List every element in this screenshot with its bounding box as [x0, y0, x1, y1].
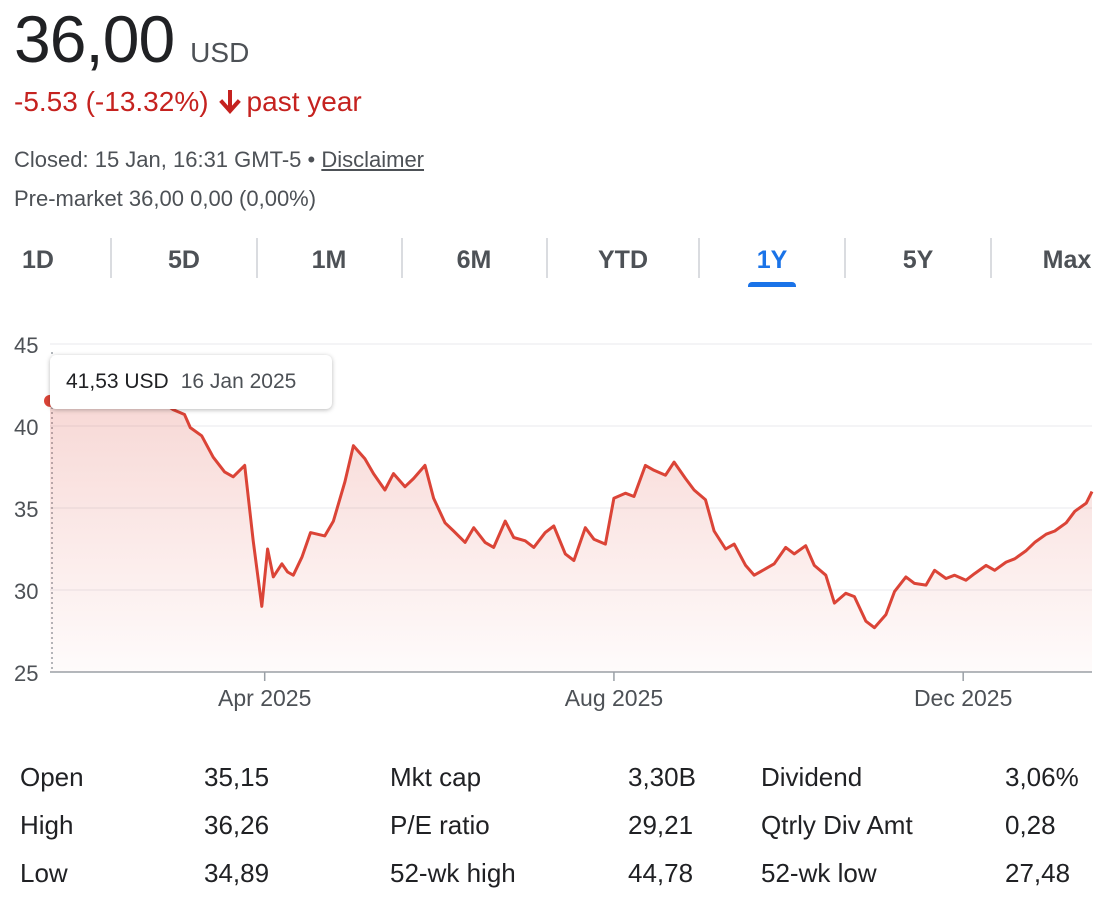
range-tabs: 1D 5D 1M 6M YTD 1Y 5Y Max [0, 236, 1104, 292]
tab-divider [256, 238, 258, 278]
x-tick-label: Dec 2025 [914, 685, 1012, 711]
stat-label-high: High [20, 810, 74, 840]
stat-label-dividend: Dividend [761, 762, 863, 792]
price-area [50, 383, 1092, 672]
premarket-info: Pre-market 36,00 0,00 (0,00%) [14, 186, 316, 212]
tab-label: 5Y [902, 245, 934, 274]
closed-info: Closed: 15 Jan, 16:31 GMT-5 • Disclaimer [14, 147, 424, 173]
tab-divider [844, 238, 846, 278]
change-value: -5.53 (-13.32%) [14, 86, 209, 117]
stat-value-dividend: 3,06% [1005, 762, 1079, 792]
tab-label: 5D [168, 245, 200, 274]
premarket-label: Pre-market [14, 186, 123, 211]
price-line [49, 381, 1094, 630]
x-tick-label: Aug 2025 [565, 685, 663, 711]
stat-label-qtrly-div: Qtrly Div Amt [761, 810, 913, 840]
change-period: past year [246, 86, 362, 117]
tab-divider [990, 238, 992, 278]
tab-6m[interactable]: 6M [436, 236, 512, 284]
y-tick-label: 40 [14, 415, 38, 440]
stat-value-mkt-cap: 3,30B [628, 762, 696, 792]
tab-ytd[interactable]: YTD [578, 236, 668, 284]
tab-5d[interactable]: 5D [146, 236, 222, 284]
stat-label-open: Open [20, 762, 84, 792]
stat-value-52wk-high: 44,78 [628, 858, 694, 888]
price-change: -5.53 (-13.32%) past year [14, 86, 362, 118]
stat-value-pe-ratio: 29,21 [628, 810, 694, 840]
stat-value-high: 36,26 [204, 810, 270, 840]
stat-label-52wk-low: 52-wk low [761, 858, 877, 888]
tab-divider [401, 238, 403, 278]
y-tick-label: 35 [14, 497, 38, 522]
tab-label: YTD [598, 245, 648, 274]
stat-label-52wk-high: 52-wk high [390, 858, 516, 888]
tooltip-price: 41,53 USD [66, 370, 169, 393]
closed-text: Closed: 15 Jan, 16:31 GMT-5 • [14, 147, 316, 172]
stat-value-52wk-low: 27,48 [1005, 858, 1071, 888]
arrow-down-icon [218, 90, 241, 114]
tab-label: Max [1042, 245, 1092, 274]
tab-max[interactable]: Max [1030, 236, 1104, 284]
stat-label-mkt-cap: Mkt cap [390, 762, 482, 792]
premarket-price: 36,00 [128, 186, 184, 211]
stat-value-qtrly-div: 0,28 [1005, 810, 1056, 840]
price-header: 36,00 USD [14, 0, 249, 78]
y-tick-label: 30 [14, 579, 38, 604]
tab-divider [546, 238, 548, 278]
current-price: 36,00 [14, 2, 175, 76]
tab-1m[interactable]: 1M [291, 236, 367, 284]
active-tab-indicator [748, 282, 796, 287]
y-tick-label: 45 [14, 333, 38, 358]
stat-label-pe-ratio: P/E ratio [390, 810, 490, 840]
tab-divider [698, 238, 700, 278]
stat-value-open: 35,15 [204, 762, 270, 792]
stat-label-low: Low [20, 858, 68, 888]
tab-5y[interactable]: 5Y [880, 236, 956, 284]
tab-divider [110, 238, 112, 278]
tab-1y[interactable]: 1Y [734, 236, 810, 287]
price-chart[interactable]: 25 30 35 40 45 Apr 2025 Aug 2025 Dec 2025 [0, 318, 1104, 718]
stat-value-low: 34,89 [204, 858, 270, 888]
tooltip-date: 16 Jan 2025 [180, 370, 297, 393]
tab-1d[interactable]: 1D [0, 236, 76, 284]
tab-label: 6M [456, 245, 492, 274]
y-tick-label: 25 [14, 661, 38, 686]
disclaimer-link[interactable]: Disclaimer [321, 147, 425, 172]
x-tick-label: Apr 2025 [218, 685, 311, 711]
tab-label: 1Y [756, 245, 788, 274]
tab-label: 1D [22, 245, 54, 274]
premarket-change: 0,00 (0,00%) [190, 186, 317, 211]
currency-label: USD [190, 37, 250, 68]
tab-label: 1M [311, 245, 347, 274]
chart-tooltip: 41,53 USD 16 Jan 2025 [50, 355, 332, 409]
